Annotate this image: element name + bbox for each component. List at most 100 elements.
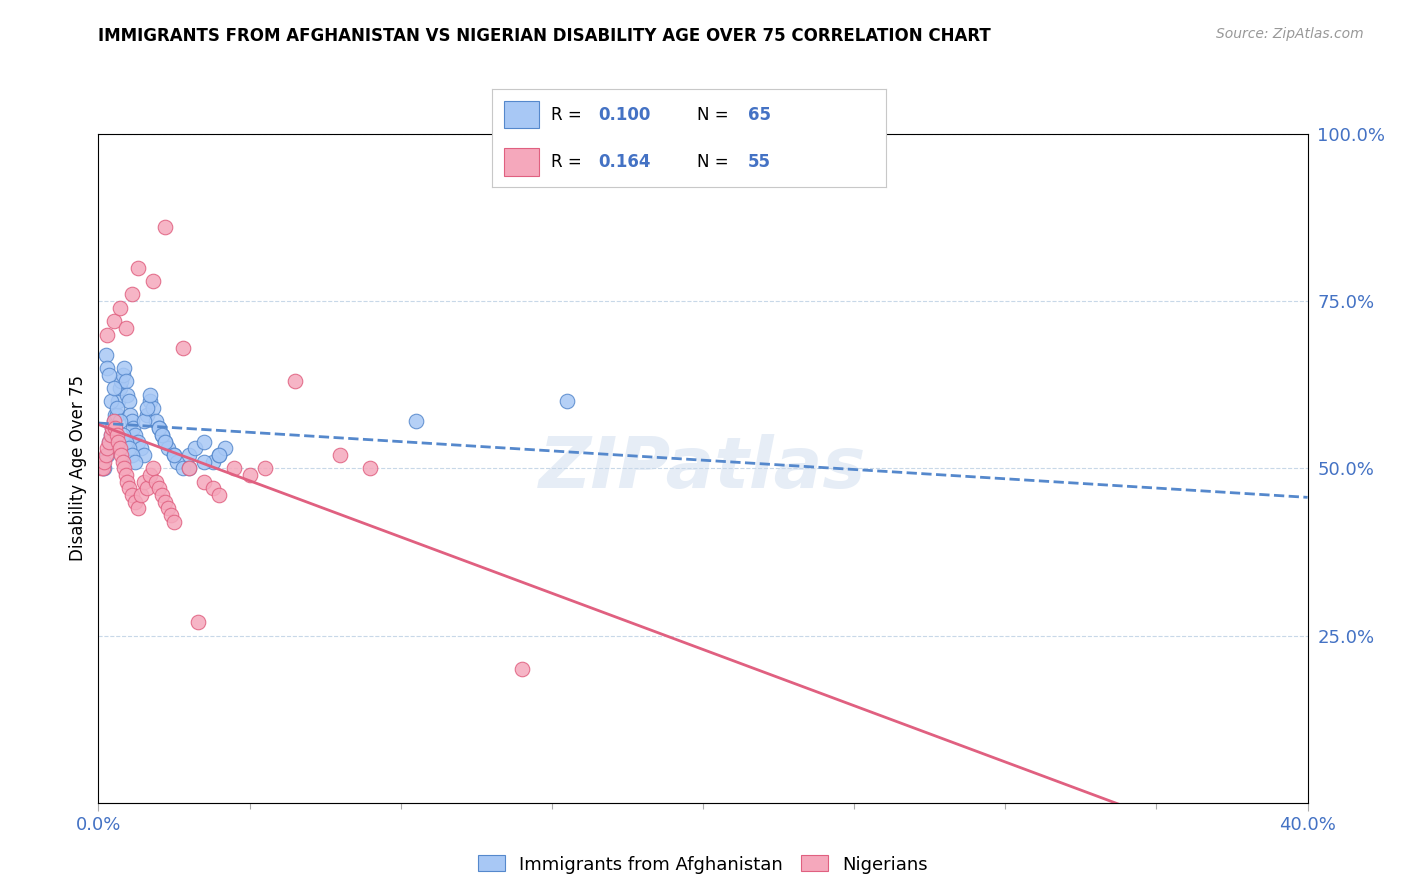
- Point: [139, 394, 162, 409]
- Point: [148, 421, 170, 435]
- Text: 0.100: 0.100: [599, 106, 651, 124]
- Point: [179, 448, 201, 462]
- Point: [112, 461, 135, 475]
- Point: [163, 448, 186, 462]
- Point: [132, 415, 155, 429]
- Point: [135, 408, 157, 422]
- Point: [121, 448, 143, 462]
- Point: [148, 482, 170, 496]
- Point: [114, 468, 136, 483]
- Point: [105, 428, 128, 442]
- Point: [153, 434, 176, 449]
- Point: [101, 421, 124, 435]
- Point: [108, 301, 131, 315]
- Point: [98, 434, 121, 449]
- Point: [108, 442, 131, 456]
- Point: [166, 455, 188, 469]
- Text: R =: R =: [551, 106, 588, 124]
- Point: [156, 501, 179, 516]
- Point: [150, 428, 173, 442]
- Point: [94, 448, 117, 462]
- Point: [142, 274, 165, 288]
- Point: [118, 442, 141, 456]
- Point: [153, 220, 176, 235]
- Point: [114, 375, 136, 389]
- Text: IMMIGRANTS FROM AFGHANISTAN VS NIGERIAN DISABILITY AGE OVER 75 CORRELATION CHART: IMMIGRANTS FROM AFGHANISTAN VS NIGERIAN …: [98, 27, 991, 45]
- Point: [96, 448, 118, 462]
- Point: [96, 327, 118, 342]
- Point: [124, 428, 146, 442]
- Point: [121, 488, 143, 502]
- Point: [115, 388, 138, 402]
- Point: [103, 314, 125, 328]
- Point: [103, 415, 125, 429]
- Point: [115, 475, 138, 489]
- Text: 55: 55: [748, 153, 770, 170]
- Point: [139, 388, 162, 402]
- Point: [105, 408, 128, 422]
- Bar: [503, 101, 540, 128]
- Point: [202, 482, 225, 496]
- Point: [96, 361, 118, 376]
- Text: Source: ZipAtlas.com: Source: ZipAtlas.com: [1216, 27, 1364, 41]
- Point: [150, 428, 173, 442]
- Text: 0.164: 0.164: [599, 153, 651, 170]
- Point: [100, 428, 122, 442]
- Point: [103, 415, 125, 429]
- Point: [184, 442, 207, 456]
- Text: R =: R =: [551, 153, 588, 170]
- Point: [405, 415, 427, 429]
- Point: [127, 260, 149, 275]
- Point: [284, 375, 307, 389]
- Point: [208, 448, 231, 462]
- Point: [193, 455, 215, 469]
- Point: [114, 321, 136, 335]
- Point: [127, 434, 149, 449]
- Point: [160, 508, 183, 523]
- Point: [132, 448, 155, 462]
- Point: [153, 434, 176, 449]
- Point: [329, 448, 352, 462]
- Point: [91, 461, 114, 475]
- Point: [100, 394, 122, 409]
- Point: [163, 448, 186, 462]
- Point: [224, 461, 246, 475]
- Point: [93, 455, 115, 469]
- Point: [121, 415, 143, 429]
- Point: [193, 475, 215, 489]
- Point: [104, 408, 127, 422]
- Point: [139, 468, 162, 483]
- Point: [108, 381, 131, 395]
- Point: [132, 475, 155, 489]
- Point: [179, 461, 201, 475]
- Point: [156, 442, 179, 456]
- Point: [110, 375, 132, 389]
- Point: [153, 494, 176, 508]
- Point: [111, 368, 134, 382]
- Point: [135, 401, 157, 416]
- Point: [120, 408, 142, 422]
- Point: [142, 401, 165, 416]
- Y-axis label: Disability Age Over 75: Disability Age Over 75: [69, 376, 87, 561]
- Point: [91, 461, 114, 475]
- Point: [101, 421, 124, 435]
- Point: [148, 421, 170, 435]
- Point: [93, 461, 115, 475]
- Point: [510, 662, 533, 676]
- Point: [150, 488, 173, 502]
- Point: [172, 341, 194, 355]
- Point: [111, 455, 134, 469]
- Point: [118, 394, 141, 409]
- Point: [129, 488, 152, 502]
- Point: [142, 461, 165, 475]
- Point: [187, 615, 209, 630]
- Point: [124, 455, 146, 469]
- Text: N =: N =: [697, 153, 734, 170]
- Bar: [503, 148, 540, 176]
- Text: ZIPatlas: ZIPatlas: [540, 434, 866, 503]
- Point: [172, 461, 194, 475]
- Point: [104, 421, 127, 435]
- Point: [107, 434, 129, 449]
- Point: [98, 434, 121, 449]
- Point: [239, 468, 262, 483]
